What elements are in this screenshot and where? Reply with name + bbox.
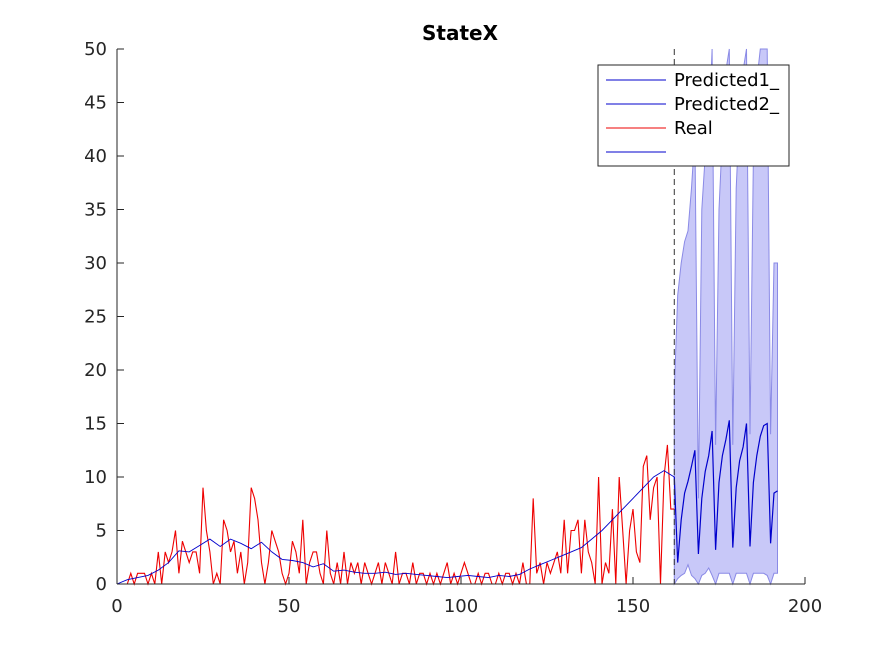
y-tick-label: 35 <box>84 200 107 221</box>
y-tick-label: 15 <box>84 414 107 435</box>
y-tick-label: 25 <box>84 307 107 328</box>
axes-layer: 0 50 100 150 200 0 5 10 15 20 25 30 35 40 45 50 <box>84 39 822 617</box>
legend-label: Predicted1_ <box>674 70 780 91</box>
y-tick-label: 45 <box>84 93 107 114</box>
series-line-predicted1 <box>116 470 675 585</box>
x-tick-label: 150 <box>616 596 650 617</box>
series-line-predicted2 <box>673 420 778 563</box>
legend-box <box>597 64 790 167</box>
legend-label: Predicted2_ <box>674 94 780 115</box>
x-tick-label: 0 <box>111 596 122 617</box>
y-tick-label: 40 <box>84 146 107 167</box>
x-tick-label: 100 <box>444 596 478 617</box>
y-tick-label: 5 <box>96 521 107 542</box>
series-line-real <box>117 444 675 586</box>
chart-title: StateX <box>422 21 499 45</box>
legend-label: Real <box>674 118 713 139</box>
y-tick-label: 30 <box>84 253 107 274</box>
y-tick-label: 10 <box>84 467 107 488</box>
x-tick-label: 200 <box>788 596 822 617</box>
x-tick-label: 50 <box>278 596 301 617</box>
y-tick-label: 20 <box>84 360 107 381</box>
series-layer <box>116 49 778 586</box>
y-tick-label: 0 <box>96 574 107 595</box>
y-tick-label: 50 <box>84 39 107 60</box>
legend: Predicted1_ Predicted2_ Real <box>597 64 790 167</box>
